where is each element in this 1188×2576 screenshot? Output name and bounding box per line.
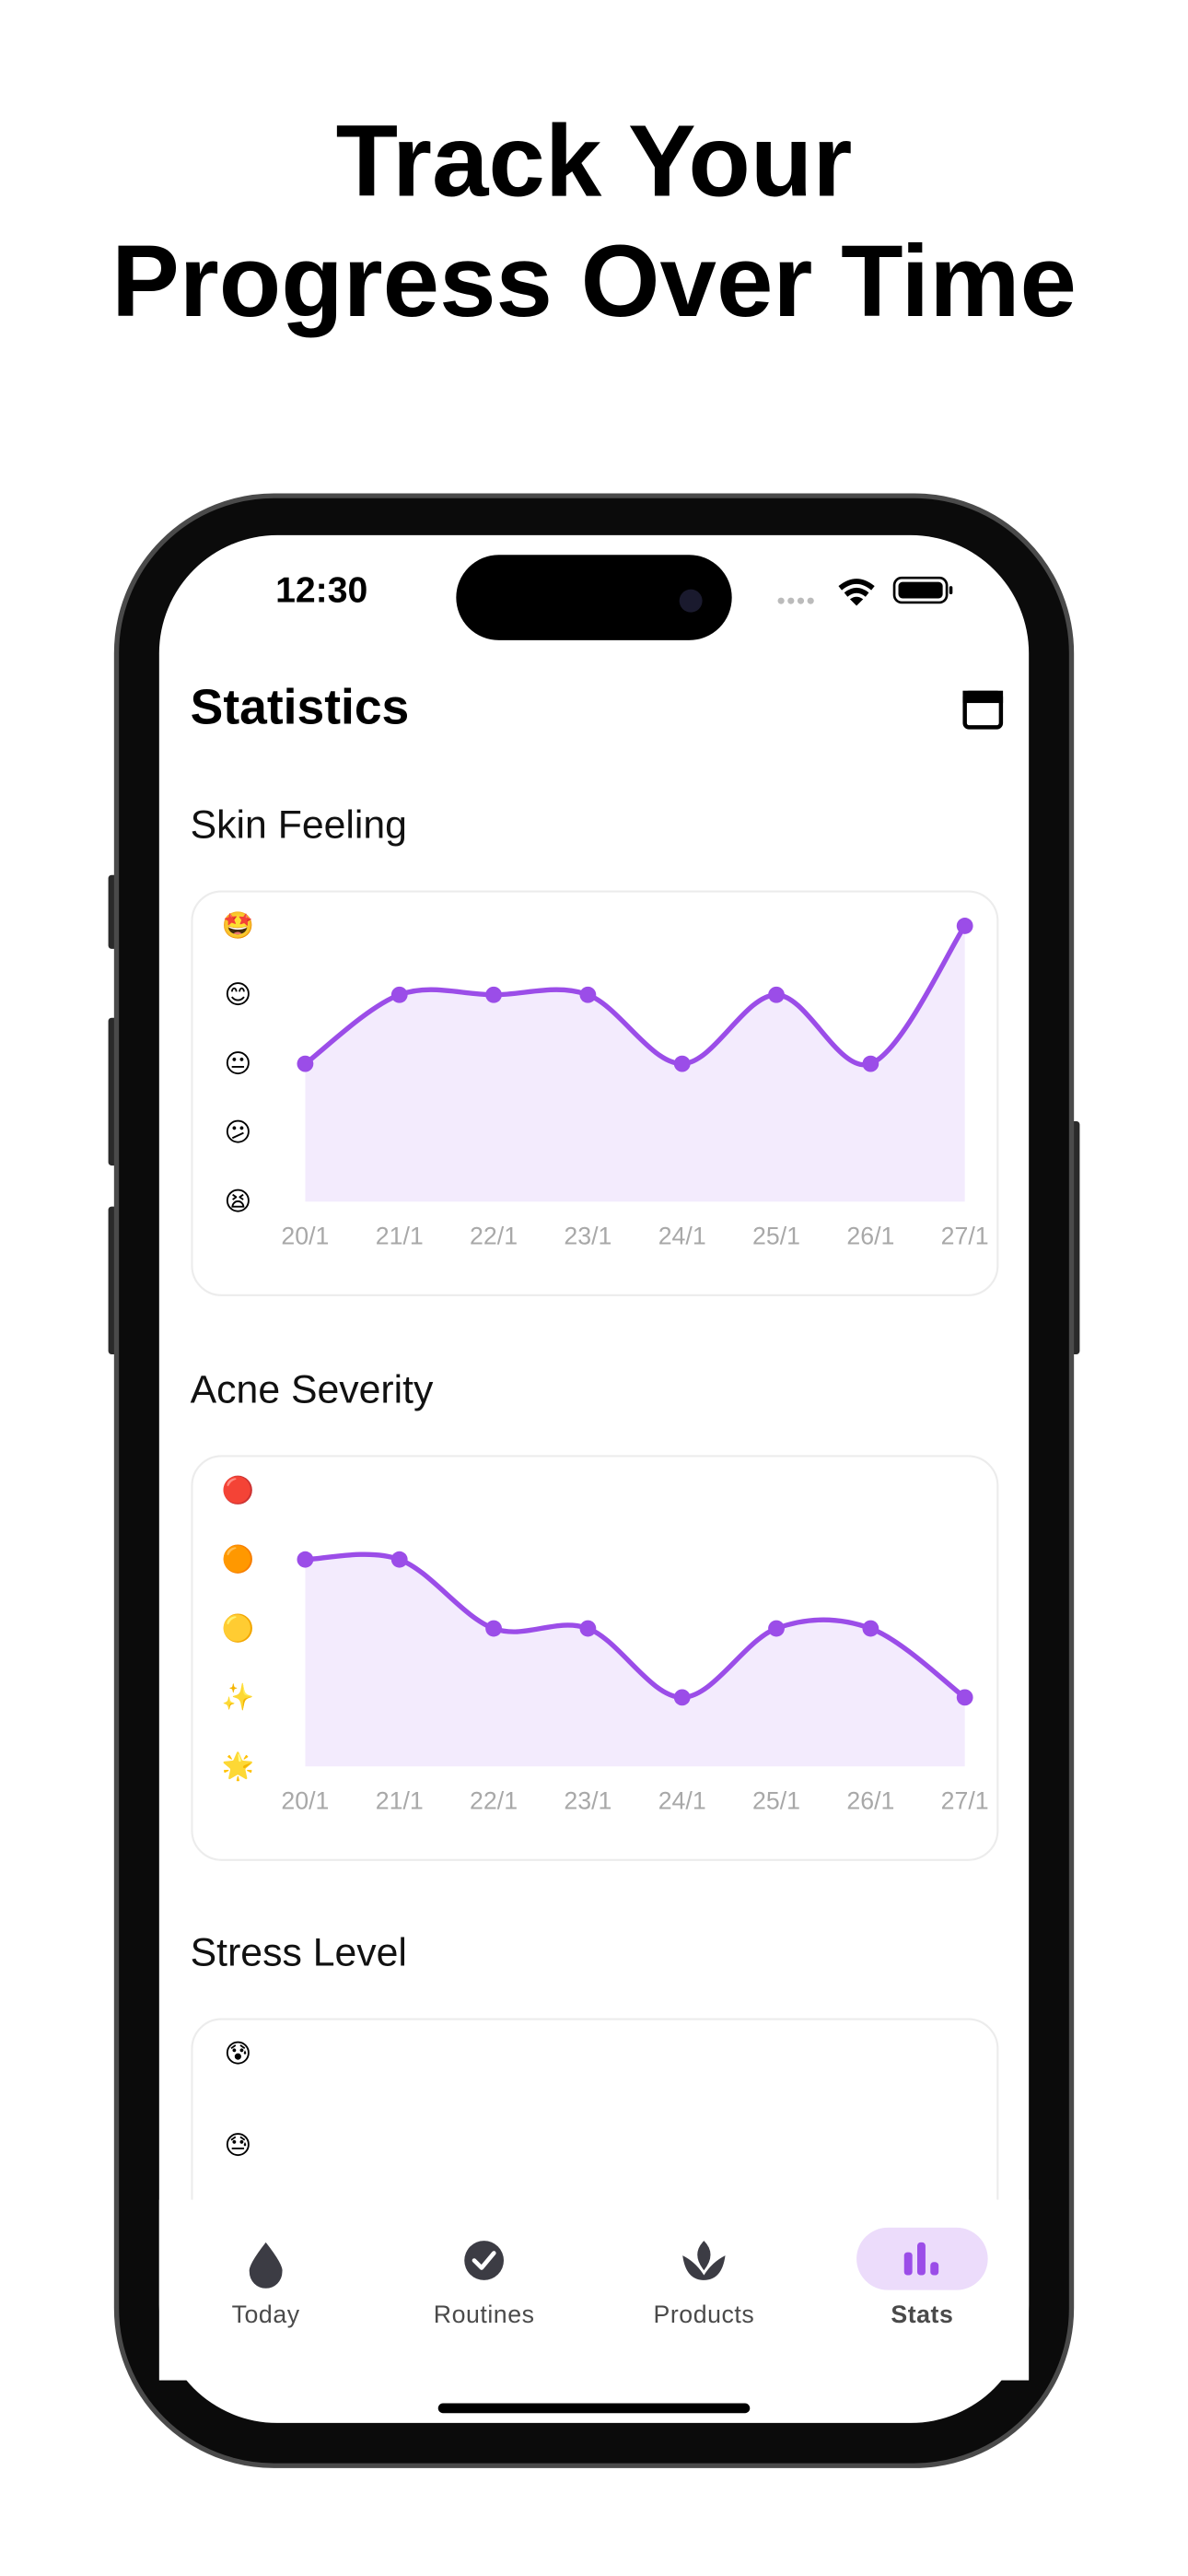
point (390, 1551, 408, 1568)
screen-title: Statistics (191, 681, 410, 735)
x-tick-label: 21/1 (376, 1786, 424, 1814)
x-tick-label: 26/1 (846, 1223, 894, 1250)
section-title: Skin Feeling (191, 802, 407, 847)
point (768, 1620, 785, 1637)
x-tick-label: 27/1 (941, 1786, 989, 1814)
tab-label[interactable]: Stats (891, 2301, 953, 2328)
y-tick-label: ✨ (222, 1683, 254, 1713)
y-tick-label: 😐 (224, 1049, 251, 1079)
x-tick-label: 23/1 (564, 1786, 611, 1814)
x-tick-label: 21/1 (376, 1223, 424, 1250)
chart-card (191, 2018, 999, 2200)
tab-label[interactable]: Today (232, 2301, 300, 2328)
section-title: Acne Severity (191, 1367, 434, 1411)
status-icons (777, 576, 953, 606)
point (485, 1620, 502, 1637)
tab-label[interactable]: Routines (434, 2301, 535, 2328)
y-tick-label: 🔴 (222, 1475, 254, 1505)
x-tick-label: 24/1 (658, 1223, 706, 1250)
point (673, 1689, 691, 1706)
y-tick-label: 😕 (224, 1118, 251, 1148)
x-tick-label: 24/1 (658, 1786, 706, 1814)
headline: Progress Over Time (111, 225, 1077, 338)
point (673, 1055, 691, 1072)
point (956, 1689, 973, 1706)
tab-icon-today (249, 2242, 283, 2289)
x-tick-label: 25/1 (752, 1223, 800, 1250)
tab-icon-stats (903, 2242, 939, 2276)
x-tick-label: 23/1 (564, 1223, 611, 1250)
y-tick-label: 😊 (224, 980, 251, 1010)
x-tick-label: 25/1 (752, 1786, 800, 1814)
point (862, 1620, 879, 1637)
section-title: Stress Level (191, 1930, 407, 1974)
x-tick-label: 20/1 (281, 1786, 329, 1814)
content: Skin Feeling 😫 😕 😐 😊 🤩 20/1 21/1 22/1 23/1 24/1 25/… (191, 802, 999, 2200)
point (297, 1551, 314, 1568)
y-tick-label: 🤩 (222, 911, 254, 941)
status-time: 12:30 (275, 571, 367, 611)
y-tick-label: 😓 (224, 2131, 251, 2160)
x-tick-label: 20/1 (281, 1223, 329, 1250)
point (956, 918, 973, 934)
point (297, 1055, 314, 1072)
y-tick-label: 😫 (224, 1188, 251, 1217)
camera (679, 589, 703, 613)
point (390, 986, 408, 1003)
point (768, 986, 785, 1003)
area (305, 1554, 965, 1767)
home-indicator (437, 2403, 751, 2414)
headline: Track Your (336, 105, 853, 218)
tab-icon-products (682, 2241, 726, 2280)
point (579, 986, 597, 1003)
y-tick-label: 🌟 (222, 1751, 254, 1783)
tab-icon-routines (464, 2241, 505, 2280)
point (862, 1055, 879, 1072)
y-tick-label: 😰 (224, 2039, 251, 2068)
x-tick-label: 27/1 (941, 1223, 989, 1250)
x-tick-label: 26/1 (846, 1786, 894, 1814)
dynamic-island (456, 555, 732, 640)
y-tick-label: 🟡 (222, 1613, 254, 1644)
calendar-button[interactable] (962, 690, 1004, 730)
x-tick-label: 22/1 (470, 1223, 518, 1250)
tab-label[interactable]: Products (654, 2301, 755, 2328)
x-tick-label: 22/1 (470, 1786, 518, 1814)
point (485, 986, 502, 1003)
y-tick-label: 🟠 (222, 1544, 254, 1575)
point (579, 1620, 597, 1637)
